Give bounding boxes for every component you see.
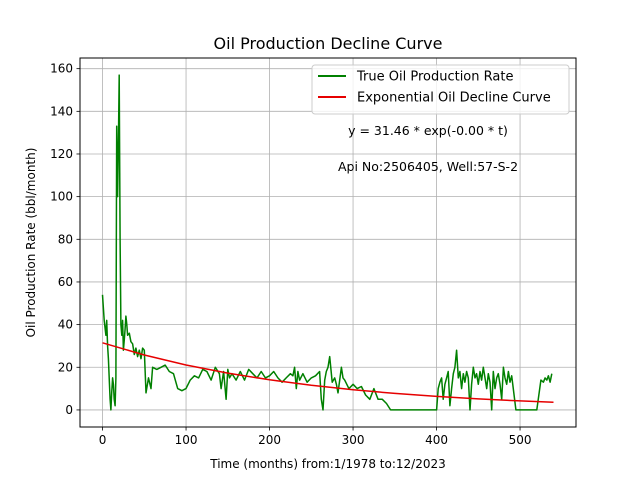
series-layer (101, 74, 554, 411)
x-axis-label: Time (months) from:1/1978 to:12/2023 (209, 457, 446, 471)
y-tick-label: 0 (65, 403, 73, 417)
plot-frame (79, 57, 577, 428)
x-tick-label: 0 (99, 433, 107, 447)
y-tick-label: 60 (58, 275, 73, 289)
y-tick-label: 120 (50, 147, 73, 161)
legend: True Oil Production Rate Exponential Oil… (311, 64, 570, 115)
y-tick-label: 40 (58, 318, 73, 332)
y-tick-label: 160 (50, 62, 73, 76)
x-tick-label: 100 (175, 433, 198, 447)
legend-label-true-rate: True Oil Production Rate (356, 70, 513, 85)
chart-title: Oil Production Decline Curve (214, 34, 443, 53)
equation-annotation: y = 31.46 * exp(-0.00 * t) (348, 123, 508, 138)
well-annotation: Api No:2506405, Well:57-S-2 (338, 159, 518, 174)
y-tick-label: 140 (50, 104, 73, 118)
y-axis-label: Oil Production Rate (bbl/month) (24, 148, 38, 338)
exponential-decline-line (102, 342, 554, 404)
y-tick-label: 80 (58, 232, 73, 246)
x-tick-label: 200 (258, 433, 281, 447)
x-tick-label: 500 (509, 433, 532, 447)
x-tick-label: 300 (342, 433, 365, 447)
legend-label-decline-curve: Exponential Oil Decline Curve (357, 91, 551, 106)
x-tick-label: 400 (425, 433, 448, 447)
y-tick-label: 100 (50, 190, 73, 204)
true-production-rate-line (101, 74, 553, 411)
legend-box (311, 64, 570, 115)
axis-ticks: 0 100 200 300 400 500 0 20 40 60 80 100 120 140 160 (50, 62, 531, 447)
y-tick-label: 20 (58, 360, 73, 374)
